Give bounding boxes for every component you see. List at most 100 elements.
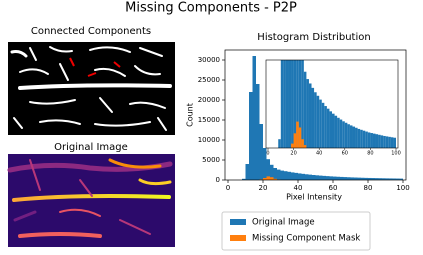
- legend-label: Original Image: [252, 218, 315, 228]
- histogram-bar: [296, 60, 299, 148]
- original-image: [7, 154, 175, 247]
- histogram-bar: [259, 124, 263, 180]
- histogram-bar: [399, 178, 403, 180]
- histogram-bar: [280, 170, 284, 180]
- histogram-bar: [298, 60, 302, 148]
- histogram-bar: [316, 95, 320, 148]
- histogram-bar: [380, 135, 384, 148]
- histogram-bar: [360, 129, 363, 148]
- histogram-bar: [312, 175, 316, 180]
- histogram-bar: [273, 178, 277, 180]
- histogram-bar: [339, 119, 343, 148]
- histogram-bar: [393, 137, 396, 148]
- histogram-bar: [361, 177, 365, 180]
- histogram-bar: [383, 135, 386, 148]
- histogram-bar: [389, 178, 393, 180]
- histogram-bar: [245, 164, 249, 180]
- histogram-bar: [291, 172, 295, 180]
- histogram-bar: [347, 124, 350, 148]
- histogram-bar: [273, 168, 277, 180]
- histogram-bar: [308, 83, 312, 148]
- histogram-bar: [332, 113, 335, 148]
- histogram-bar: [314, 92, 317, 148]
- histogram-bar: [342, 121, 345, 148]
- x-tick-label: 80: [364, 184, 373, 192]
- x-tick-label: 20: [259, 184, 268, 192]
- y-axis-label: Count: [186, 103, 195, 127]
- histogram-bar: [308, 174, 312, 180]
- histogram-bar: [336, 176, 340, 180]
- x-axis-label: Pixel Intensity: [286, 193, 342, 202]
- histogram-bar: [324, 106, 327, 148]
- histogram-bar: [284, 171, 288, 180]
- legend: [221, 211, 371, 251]
- histogram-bar: [291, 143, 294, 148]
- image-title: Original Image: [54, 142, 128, 153]
- histogram-bar: [365, 131, 368, 148]
- histogram-bar: [249, 92, 253, 180]
- histogram-bar: [337, 117, 340, 148]
- histogram-bar: [263, 178, 267, 180]
- histogram-bar: [270, 177, 274, 180]
- histogram-bar: [357, 177, 361, 180]
- inset-x-tick-label: 100: [391, 151, 401, 157]
- inset-plot: [278, 60, 396, 148]
- histogram-bar: [256, 84, 260, 180]
- histogram-bar: [364, 177, 368, 180]
- chart-title: Histogram Distribution: [257, 32, 370, 43]
- x-tick-label: 100: [396, 184, 409, 192]
- histogram-bar: [368, 177, 372, 180]
- histogram-bar: [319, 99, 322, 148]
- legend-swatch: [230, 219, 246, 225]
- histogram-bar: [278, 139, 281, 148]
- histogram-bar: [280, 60, 284, 148]
- histogram-bar: [301, 60, 304, 148]
- inset-x-tick-label: 80: [367, 151, 373, 157]
- histogram-bar: [385, 178, 389, 180]
- histogram-bar: [298, 127, 302, 148]
- y-tick-label: 30000: [198, 56, 220, 64]
- histogram-bar: [375, 134, 379, 148]
- histogram-bar: [396, 178, 400, 180]
- y-tick-label: 15000: [198, 116, 220, 124]
- histogram-bar: [371, 178, 375, 180]
- histogram-bar: [287, 171, 291, 180]
- histogram-bar: [329, 111, 332, 148]
- histogram-bar: [266, 176, 270, 180]
- x-tick-label: 40: [294, 184, 303, 192]
- histogram-bar: [344, 122, 348, 148]
- histogram-bar: [333, 176, 337, 180]
- histogram-bar: [388, 136, 391, 148]
- histogram-bar: [303, 71, 307, 148]
- histogram-bar: [362, 130, 366, 148]
- histogram-bar: [385, 136, 389, 148]
- histogram-bar: [266, 159, 270, 180]
- histogram-bar: [334, 115, 338, 148]
- histogram-bar: [303, 145, 307, 148]
- y-tick-label: 20000: [198, 96, 220, 104]
- histogram-bar: [354, 177, 358, 180]
- histogram-bar: [301, 173, 305, 180]
- inset-x-tick-label: 60: [342, 151, 348, 157]
- histogram-bar: [311, 87, 315, 148]
- legend-swatch: [230, 235, 246, 241]
- histogram-bar: [296, 121, 299, 148]
- histogram-bar: [306, 79, 309, 148]
- histogram-bar: [285, 60, 289, 148]
- histogram-bar: [283, 60, 286, 148]
- histogram-bar: [349, 125, 353, 148]
- figure-title: Missing Components - P2P: [125, 1, 297, 16]
- y-tick-label: 10000: [198, 136, 220, 144]
- histogram-bar: [277, 169, 281, 180]
- legend-label: Missing Component Mask: [252, 234, 360, 244]
- y-tick-label: 0: [216, 176, 220, 184]
- histogram-bar: [392, 178, 396, 180]
- histogram-bar: [350, 177, 354, 180]
- inset-x-tick-label: 40: [316, 151, 322, 157]
- histogram-bar: [382, 178, 386, 180]
- histogram-bar: [315, 175, 319, 180]
- histogram-bar: [378, 178, 382, 180]
- histogram-bar: [352, 126, 356, 148]
- histogram-bar: [242, 178, 246, 180]
